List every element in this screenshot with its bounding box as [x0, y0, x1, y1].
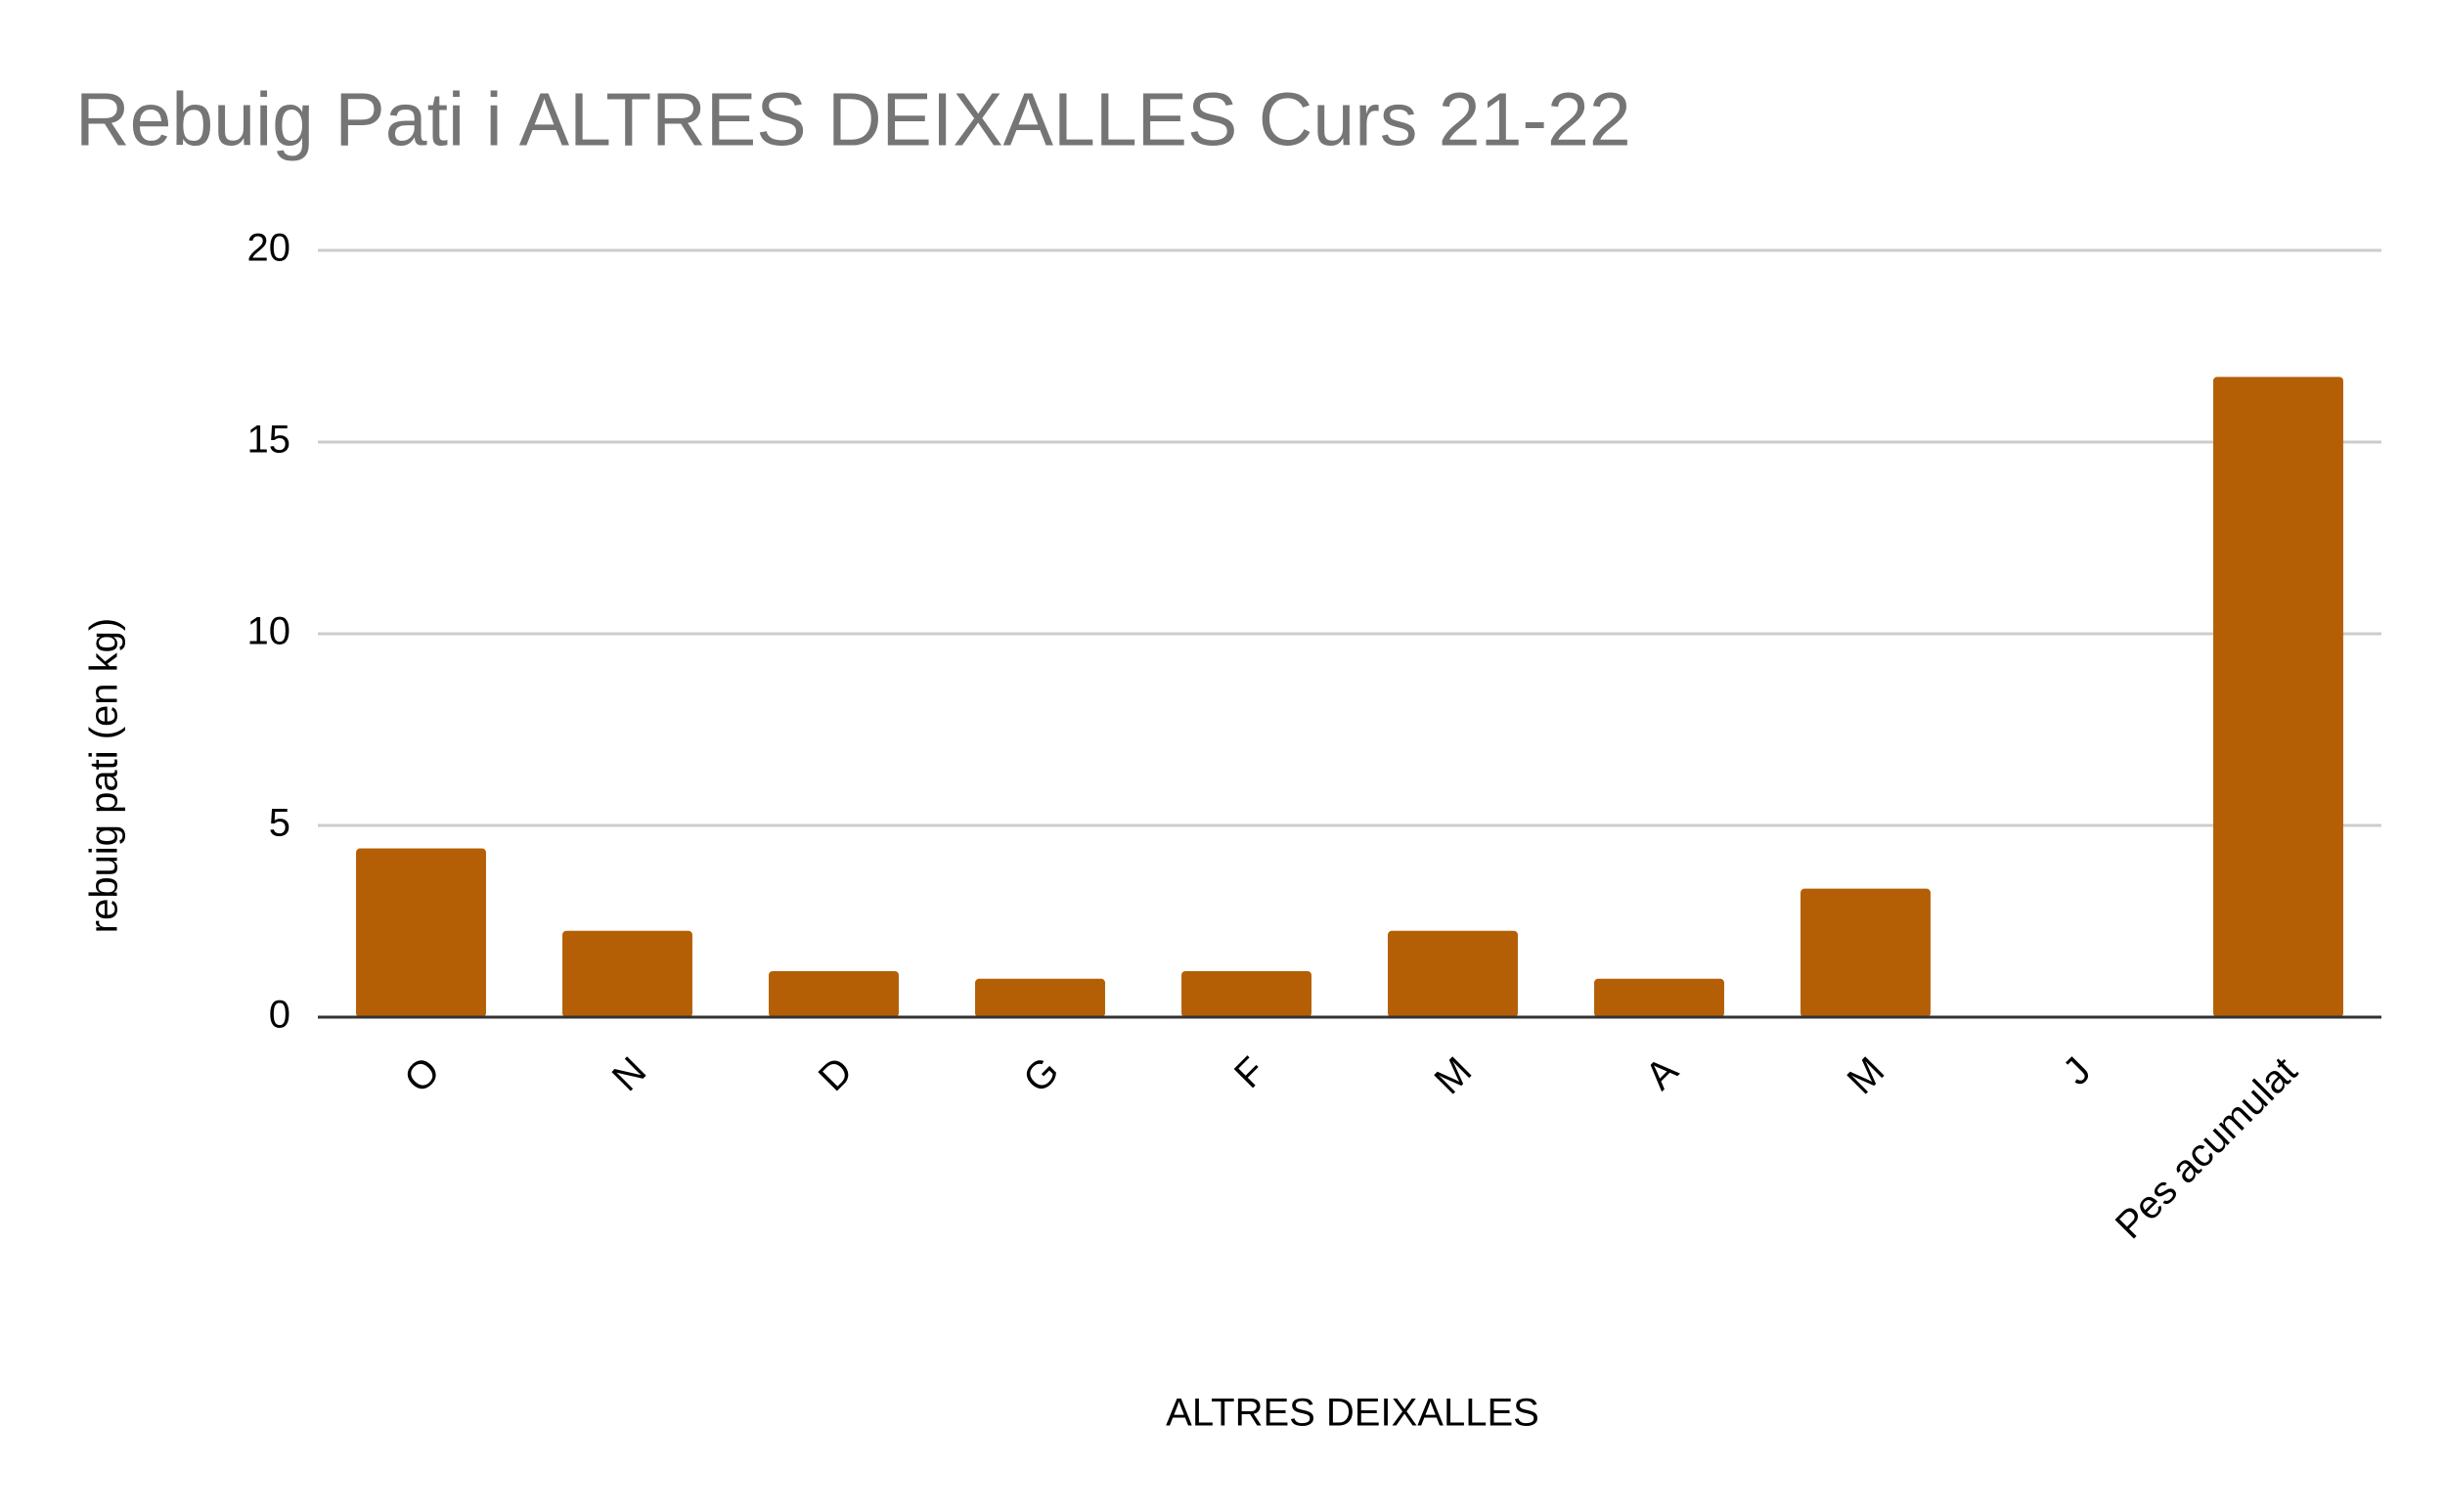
y-tick-label: 10 [247, 610, 291, 653]
x-axis-title: ALTRES DEIXALLES [1166, 1392, 1539, 1435]
bar [1800, 888, 1931, 1017]
bar [356, 848, 486, 1017]
x-tick-label: A [1637, 1048, 1686, 1097]
x-tick-label: G [1015, 1049, 1067, 1101]
bar [975, 978, 1105, 1017]
bar [2213, 377, 2343, 1017]
x-tick-label: D [811, 1049, 862, 1100]
y-tick-label: 0 [269, 994, 290, 1037]
y-tick-label: 15 [247, 419, 291, 462]
y-tick-label: 5 [269, 802, 290, 845]
x-tick-label: M [1840, 1049, 1893, 1103]
x-tick-label: J [2055, 1049, 2099, 1093]
y-tick-label: 20 [247, 227, 291, 270]
x-tick-label: F [1226, 1049, 1273, 1096]
bar [1181, 970, 1311, 1017]
x-tick-label: Pes acumulat [2108, 1049, 2305, 1247]
bar [1594, 978, 1724, 1017]
chart-title: Rebuig Pati i ALTRES DEIXALLES Curs 21-2… [75, 77, 1631, 161]
bar [562, 930, 692, 1017]
y-axis-title: rebuig pati (en kg) [83, 618, 126, 933]
x-tick-label: O [396, 1049, 448, 1101]
x-tick-label: N [604, 1049, 655, 1100]
bar [1388, 930, 1518, 1017]
bar [769, 970, 899, 1017]
x-tick-label: M [1427, 1049, 1481, 1103]
